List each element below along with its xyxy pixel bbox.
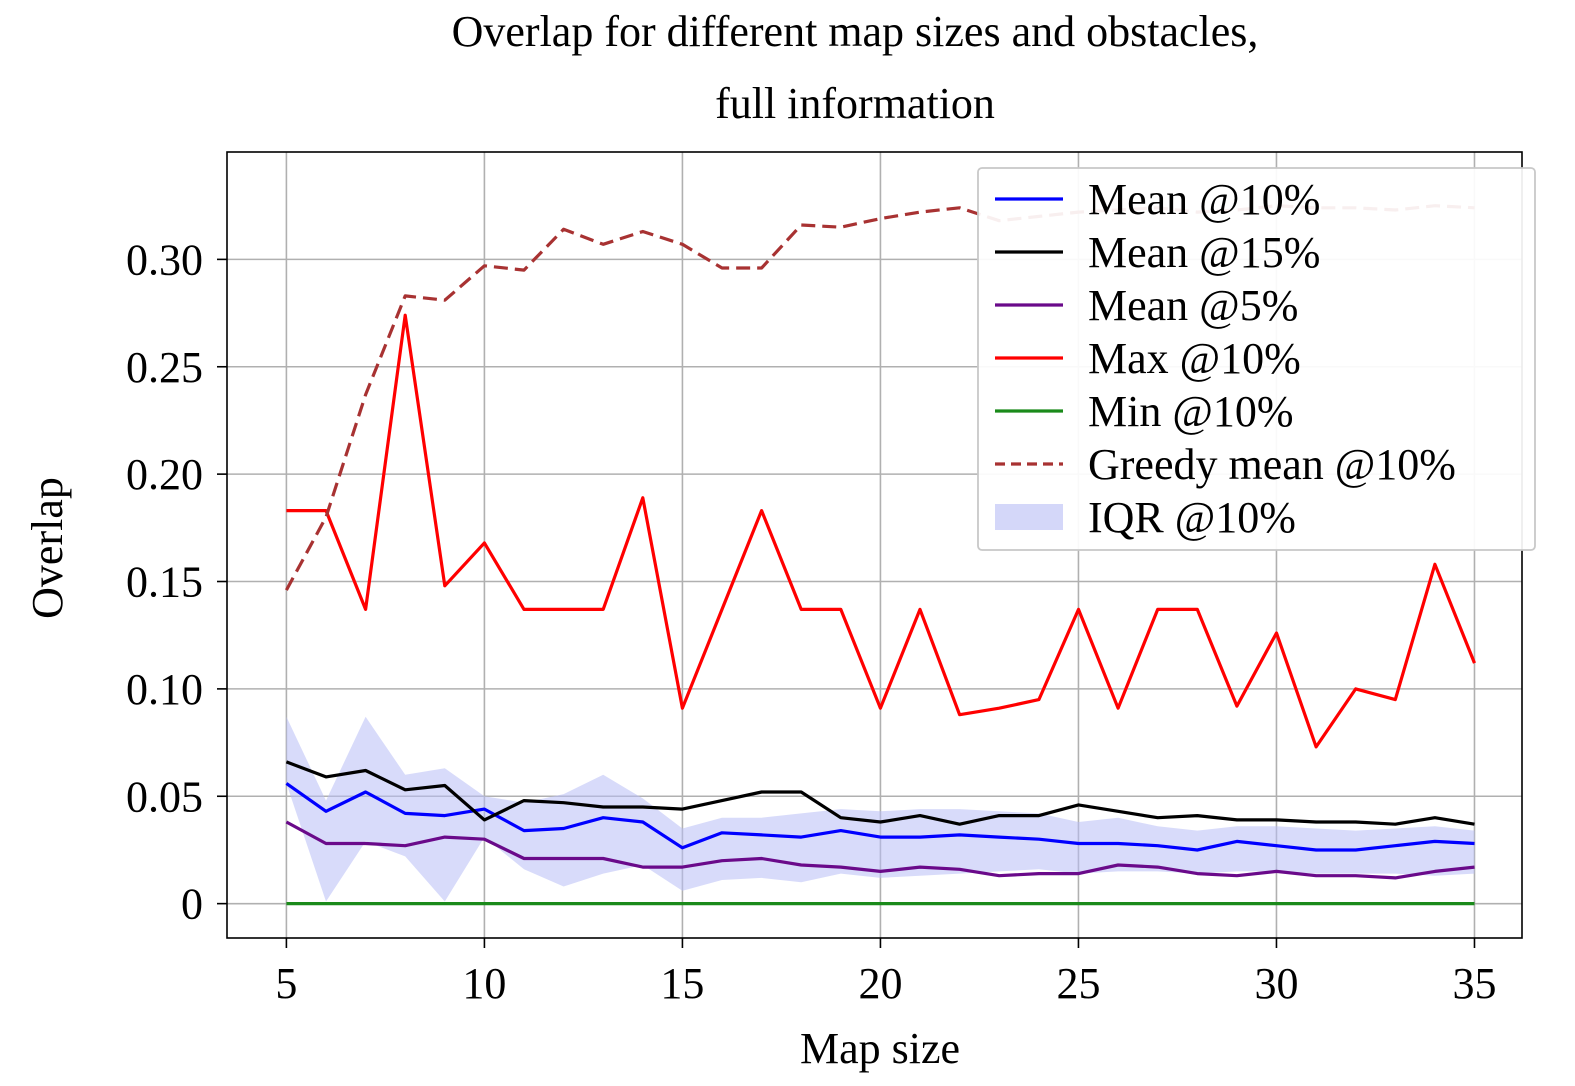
x-axis-label: Map size xyxy=(800,1024,960,1073)
y-tick-label: 0.30 xyxy=(126,235,203,284)
y-tick-label: 0.20 xyxy=(126,450,203,499)
y-tick-label: 0 xyxy=(181,880,203,929)
chart-title: Overlap for different map sizes and obst… xyxy=(452,7,1259,128)
y-tick-label: 0.05 xyxy=(126,772,203,821)
x-tick-label: 15 xyxy=(660,959,704,1008)
legend: Mean @10%Mean @15%Mean @5%Max @10%Min @1… xyxy=(977,167,1536,551)
x-tick-label: 20 xyxy=(858,959,902,1008)
legend-entry: Greedy mean @10% xyxy=(1088,440,1456,489)
y-axis-ticks: 0 0.05 0.10 0.15 0.20 0.25 0.30 xyxy=(126,235,227,929)
x-tick-label: 5 xyxy=(275,959,297,1008)
series-line-mean-15 xyxy=(285,760,1475,826)
series-line-greedy-mean-10 xyxy=(284,204,1475,591)
legend-entry: Min @10% xyxy=(1088,387,1294,436)
series-line-mean-10 xyxy=(285,782,1475,852)
legend-entry: IQR @10% xyxy=(1088,493,1296,542)
chart-title-line-2: full information xyxy=(715,79,995,128)
series-line-max-10 xyxy=(286,313,1476,749)
chart-title-line-1: Overlap for different map sizes and obst… xyxy=(452,7,1259,56)
iqr-band xyxy=(286,716,1475,902)
series-line-mean-5 xyxy=(285,820,1475,880)
y-tick-label: 0.25 xyxy=(126,343,203,392)
iqr-band-layer xyxy=(286,716,1475,902)
series-layer xyxy=(284,204,1476,906)
x-tick-label: 25 xyxy=(1056,959,1100,1008)
y-axis-label: Overlap xyxy=(23,477,72,619)
legend-entry: Max @10% xyxy=(1088,334,1301,383)
legend-entry: Mean @5% xyxy=(1088,281,1298,330)
y-tick-label: 0.10 xyxy=(126,665,203,714)
legend-entry: Mean @10% xyxy=(1088,175,1320,224)
legend-swatch xyxy=(995,504,1063,530)
x-axis-ticks: 5 10 15 20 25 30 35 xyxy=(275,938,1496,1008)
x-tick-label: 30 xyxy=(1254,959,1298,1008)
x-tick-label: 35 xyxy=(1452,959,1496,1008)
x-tick-label: 10 xyxy=(462,959,506,1008)
legend-box xyxy=(977,167,1536,551)
y-tick-label: 0.15 xyxy=(126,558,203,607)
legend-entry: Mean @15% xyxy=(1088,228,1320,277)
